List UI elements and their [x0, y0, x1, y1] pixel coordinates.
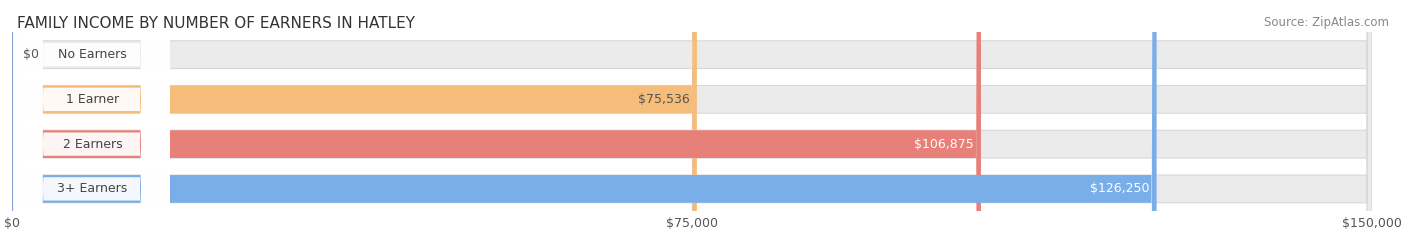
FancyBboxPatch shape	[13, 0, 1372, 234]
Text: 1 Earner: 1 Earner	[66, 93, 120, 106]
FancyBboxPatch shape	[14, 0, 170, 234]
FancyBboxPatch shape	[13, 0, 1372, 234]
Text: FAMILY INCOME BY NUMBER OF EARNERS IN HATLEY: FAMILY INCOME BY NUMBER OF EARNERS IN HA…	[17, 16, 415, 31]
FancyBboxPatch shape	[14, 0, 170, 234]
Text: 3+ Earners: 3+ Earners	[58, 182, 128, 195]
FancyBboxPatch shape	[14, 0, 170, 234]
Text: Source: ZipAtlas.com: Source: ZipAtlas.com	[1264, 16, 1389, 29]
FancyBboxPatch shape	[13, 0, 1372, 234]
Text: 2 Earners: 2 Earners	[63, 138, 122, 151]
FancyBboxPatch shape	[13, 0, 697, 234]
Text: $126,250: $126,250	[1090, 182, 1150, 195]
Text: $0: $0	[22, 48, 39, 61]
Text: $106,875: $106,875	[914, 138, 974, 151]
Text: $75,536: $75,536	[638, 93, 690, 106]
FancyBboxPatch shape	[13, 0, 1157, 234]
FancyBboxPatch shape	[13, 0, 1372, 234]
FancyBboxPatch shape	[14, 0, 170, 234]
FancyBboxPatch shape	[13, 0, 981, 234]
Text: No Earners: No Earners	[58, 48, 127, 61]
